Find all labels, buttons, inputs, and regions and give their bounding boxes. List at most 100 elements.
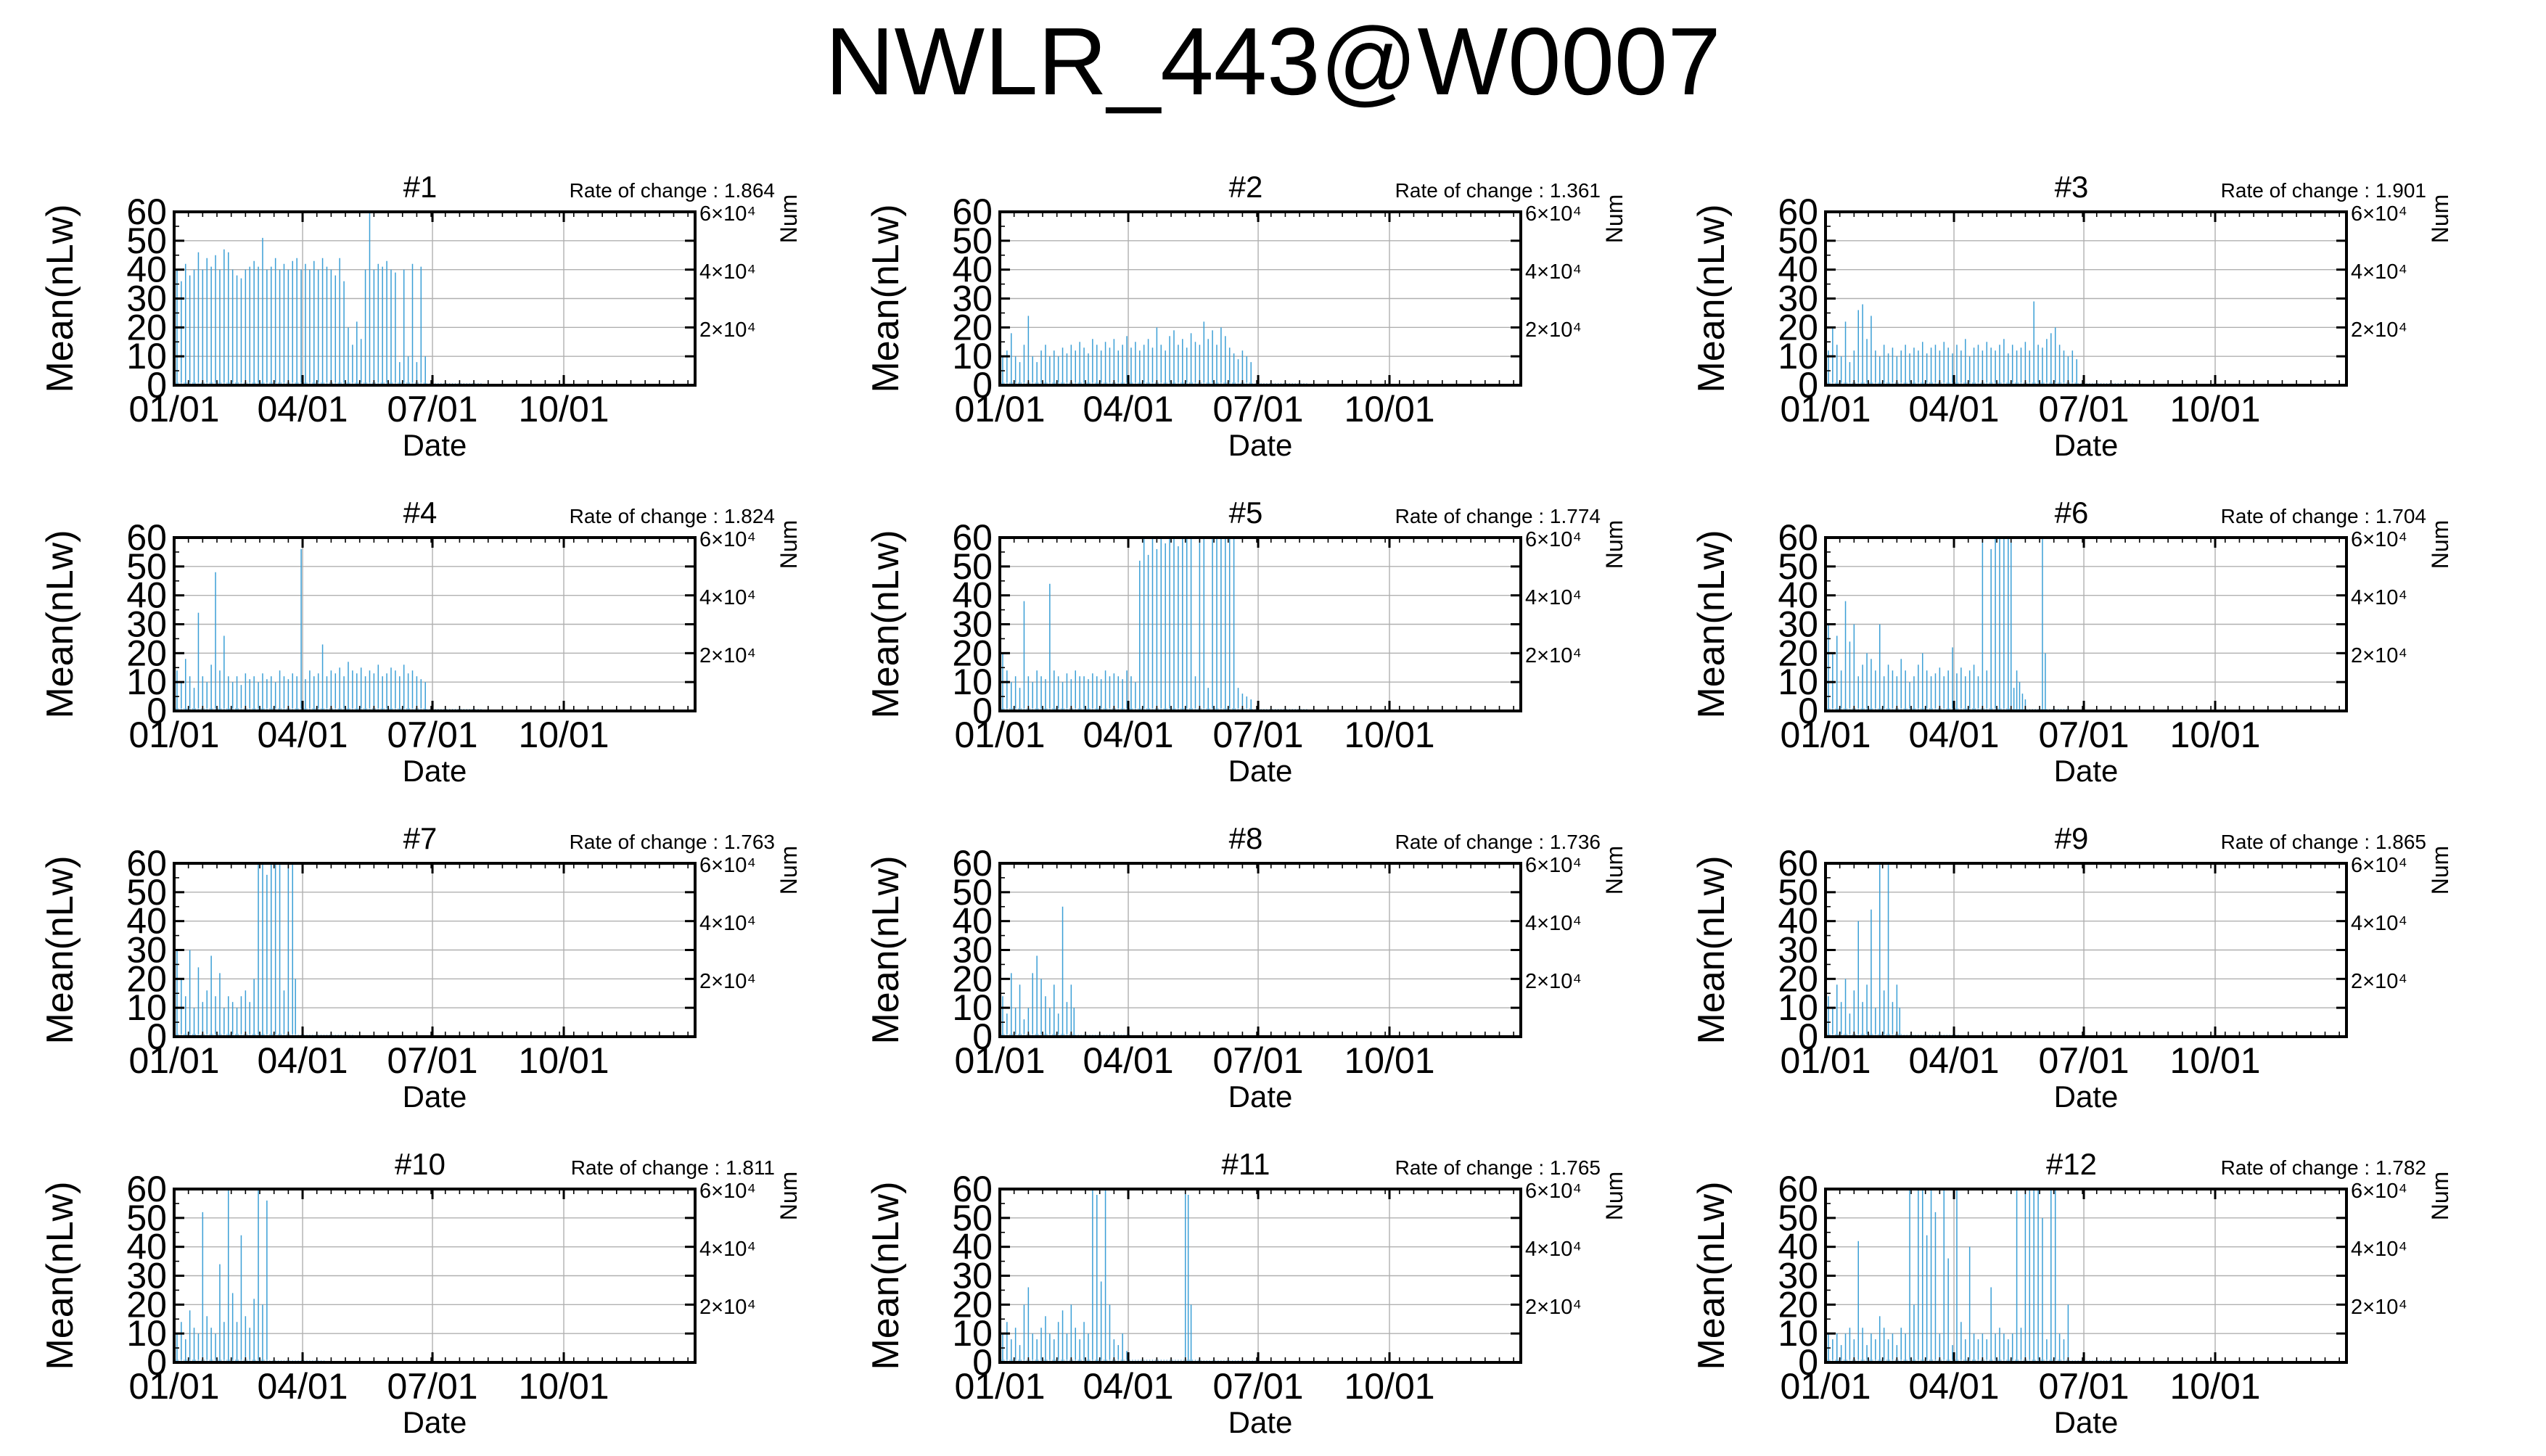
rate-of-change-label: Rate of change : 1.782: [2221, 1156, 2426, 1179]
rate-of-change-label: Rate of change : 1.704: [2221, 505, 2426, 527]
y-tick-label: 20: [952, 1284, 993, 1325]
chart-panel-3: 0 10 20 30 40 50 60 01/01 04/01 07/01 10/01 2×10⁴ 4×…: [1651, 160, 2479, 479]
x-tick-label: 01/01: [1780, 389, 1871, 429]
x-tick-label: 07/01: [1212, 1366, 1303, 1407]
y-tick-label: 20: [1778, 1284, 1818, 1325]
x-tick-label: 01/01: [954, 389, 1045, 429]
panel-title: #11: [1222, 1147, 1270, 1181]
x-tick-label: 10/01: [518, 389, 609, 429]
x-tick-label: 01/01: [1780, 715, 1871, 755]
y-tick-label: 30: [952, 604, 993, 645]
rate-of-change-label: Rate of change : 1.901: [2221, 179, 2426, 202]
y2-tick-label: 6×10⁴: [1525, 202, 1582, 226]
y-tick-label: 10: [1778, 987, 1818, 1028]
x-axis-label: Date: [2054, 428, 2119, 462]
x-tick-label: 10/01: [518, 715, 609, 755]
y-tick-label: 60: [952, 517, 993, 558]
panel-title: #7: [403, 821, 438, 855]
y-tick-label: 10: [952, 987, 993, 1028]
rate-of-change-label: Rate of change : 1.763: [570, 831, 775, 853]
y-tick-label: 0: [1798, 1016, 1818, 1057]
y-tick-label: 60: [952, 843, 993, 884]
y-tick-label: 50: [126, 872, 167, 913]
y2-tick-label: 6×10⁴: [699, 528, 756, 551]
chart-panel-10: 0 10 20 30 40 50 60 01/01 04/01 07/01 10/01 2×10⁴ 4×…: [0, 1137, 827, 1456]
panel-title: #9: [2055, 821, 2089, 855]
y-tick-label: 40: [952, 250, 993, 290]
y2-tick-label: 4×10⁴: [2351, 912, 2407, 935]
y2-tick-label: 2×10⁴: [699, 318, 756, 342]
y-tick-label: 30: [126, 930, 167, 971]
x-tick-label: 07/01: [2038, 1040, 2129, 1081]
y-tick-label: 10: [126, 987, 167, 1028]
x-tick-label: 07/01: [387, 715, 477, 755]
y-tick-label: 0: [972, 365, 993, 406]
y-tick-label: 40: [1778, 1227, 1818, 1267]
chart-panel-11: 0 10 20 30 40 50 60 01/01 04/01 07/01 10/01 2×10⁴ 4×…: [826, 1137, 1653, 1456]
y2-tick-label: 2×10⁴: [2351, 1296, 2407, 1319]
y-tick-label: 20: [952, 958, 993, 999]
x-tick-label: 10/01: [1344, 1366, 1434, 1407]
x-tick-label: 01/01: [128, 389, 219, 429]
panel-title: #3: [2055, 170, 2089, 204]
panel-title: #5: [1229, 495, 1263, 530]
y-axis-label: Mean(nLw): [1691, 1181, 1733, 1370]
y-tick-label: 30: [126, 1256, 167, 1296]
y2-tick-label: 6×10⁴: [2351, 854, 2407, 877]
rate-of-change-label: Rate of change : 1.765: [1395, 1156, 1601, 1179]
x-tick-label: 04/01: [1083, 715, 1173, 755]
y-tick-label: 0: [1798, 1342, 1818, 1383]
y2-tick-label: 6×10⁴: [2351, 202, 2407, 226]
y2-axis-label: Num: [1601, 194, 1627, 244]
y-axis-label: Mean(nLw): [865, 1181, 907, 1370]
panel-title: #4: [403, 495, 438, 530]
rate-of-change-label: Rate of change : 1.824: [570, 505, 775, 527]
y2-tick-label: 2×10⁴: [2351, 318, 2407, 342]
chart-panel-9: 0 10 20 30 40 50 60 01/01 04/01 07/01 10/01 2×10⁴ 4×…: [1651, 811, 2479, 1130]
x-axis-label: Date: [403, 754, 467, 788]
y-tick-label: 40: [1778, 250, 1818, 290]
panel-title: #1: [403, 170, 438, 204]
panel-title: #12: [2046, 1147, 2097, 1181]
x-tick-label: 10/01: [1344, 1040, 1434, 1081]
y-tick-label: 10: [952, 662, 993, 702]
y-tick-label: 60: [1778, 843, 1818, 884]
y-tick-label: 20: [126, 958, 167, 999]
y-tick-label: 0: [972, 1342, 993, 1383]
y-tick-label: 20: [126, 1284, 167, 1325]
y-tick-label: 40: [126, 250, 167, 290]
y2-axis-label: Num: [2427, 520, 2453, 569]
x-tick-label: 04/01: [1908, 715, 1999, 755]
y2-tick-label: 6×10⁴: [699, 1180, 756, 1203]
y2-tick-label: 6×10⁴: [1525, 1180, 1582, 1203]
y2-tick-label: 6×10⁴: [699, 854, 756, 877]
y-tick-label: 40: [952, 575, 993, 616]
chart-panel-4: 0 10 20 30 40 50 60 01/01 04/01 07/01 10/01 2×10⁴ 4×…: [0, 485, 827, 805]
chart-panel-5: 0 10 20 30 40 50 60 01/01 04/01 07/01 10/01 2×10⁴ 4×…: [826, 485, 1653, 805]
y-tick-label: 60: [126, 843, 167, 884]
y-axis-label: Mean(nLw): [865, 530, 907, 718]
y-tick-label: 60: [126, 192, 167, 232]
y2-tick-label: 4×10⁴: [699, 586, 756, 609]
x-tick-label: 01/01: [1780, 1040, 1871, 1081]
y-tick-label: 10: [1778, 336, 1818, 377]
panel-title: #10: [395, 1147, 445, 1181]
x-tick-label: 04/01: [1083, 1366, 1173, 1407]
chart-panel-12: 0 10 20 30 40 50 60 01/01 04/01 07/01 10/01 2×10⁴ 4×…: [1651, 1137, 2479, 1456]
x-axis-label: Date: [2054, 1079, 2119, 1114]
y-tick-label: 40: [1778, 575, 1818, 616]
y-tick-label: 0: [1798, 691, 1818, 731]
y-tick-label: 40: [952, 1227, 993, 1267]
x-tick-label: 10/01: [2169, 389, 2260, 429]
x-tick-label: 07/01: [387, 1366, 477, 1407]
chart-panel-7: 0 10 20 30 40 50 60 01/01 04/01 07/01 10/01 2×10⁴ 4×…: [0, 811, 827, 1130]
x-tick-label: 07/01: [387, 389, 477, 429]
x-tick-label: 07/01: [2038, 1366, 2129, 1407]
y-tick-label: 20: [952, 633, 993, 673]
x-tick-label: 04/01: [1908, 1366, 1999, 1407]
